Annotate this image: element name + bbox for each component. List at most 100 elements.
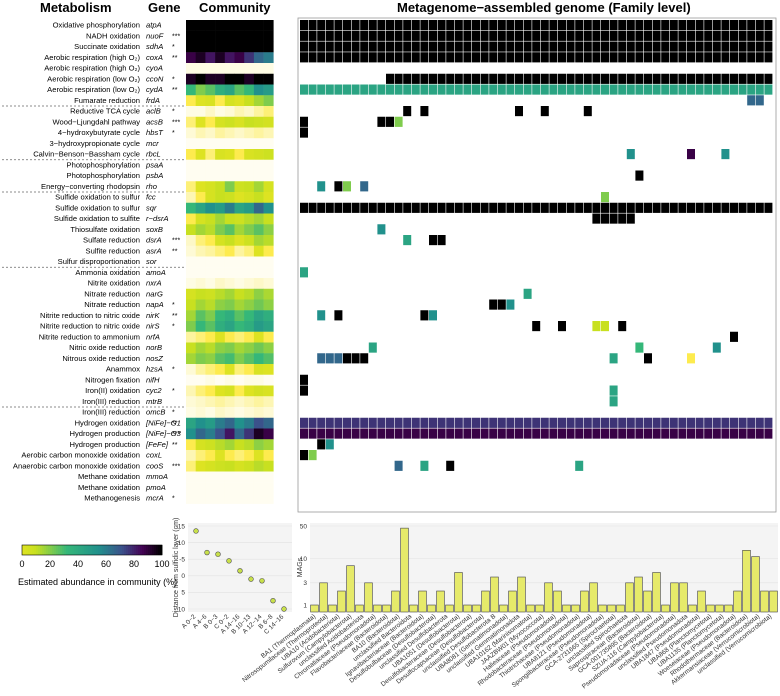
- mag-cell: [523, 20, 532, 31]
- community-cell: [253, 471, 264, 483]
- community-cell: [215, 170, 226, 182]
- community-cell: [195, 138, 206, 150]
- mag-cell: [300, 127, 308, 138]
- mag-cell: [644, 52, 652, 63]
- mag-cell: [454, 30, 463, 41]
- community-cell: [253, 374, 264, 386]
- mag-cell: [343, 84, 351, 95]
- legend-swatch: [86, 545, 89, 555]
- mag-cell: [325, 41, 334, 52]
- community-cell: [234, 170, 245, 182]
- gene-label: sqr: [146, 203, 157, 212]
- community-cell: [186, 52, 196, 64]
- mag-cell: [652, 41, 661, 52]
- community-cell: [186, 159, 196, 171]
- community-cell: [253, 202, 264, 214]
- community-cell: [244, 278, 255, 289]
- community-cell: [253, 342, 264, 354]
- mag-cell: [687, 417, 695, 428]
- community-cell: [234, 245, 245, 257]
- gene-label: psaA: [145, 160, 163, 169]
- mag-cell: [300, 374, 308, 385]
- community-cell: [195, 256, 206, 268]
- community-cell: [215, 20, 226, 31]
- bar-ytick: 1: [303, 602, 307, 609]
- community-cell: [224, 20, 235, 31]
- community-cell: [224, 299, 235, 311]
- mag-cell: [678, 73, 687, 84]
- legend-swatch: [22, 545, 25, 555]
- legend-tick: 60: [101, 559, 111, 569]
- scatter-ytick: 0: [181, 573, 185, 580]
- community-cell: [186, 310, 196, 322]
- community-cell: [234, 202, 245, 214]
- bar: [652, 572, 661, 613]
- bar: [544, 582, 553, 613]
- mag-cell: [343, 353, 351, 364]
- mag-cell: [308, 41, 317, 52]
- mag-cell: [635, 41, 644, 52]
- community-cell: [195, 482, 206, 494]
- mag-cell: [618, 417, 627, 428]
- gene-label: [NiFe]−G1: [145, 418, 181, 427]
- mag-cell: [712, 417, 721, 428]
- mag-cell: [429, 41, 437, 52]
- community-cell: [224, 493, 235, 504]
- mag-cell: [730, 41, 738, 52]
- community-cell: [224, 439, 235, 451]
- community-cell: [263, 385, 274, 397]
- community-cell: [244, 385, 255, 397]
- community-cell: [244, 374, 255, 386]
- mag-cell: [360, 52, 369, 63]
- mag-cell: [626, 428, 635, 439]
- mag-cell: [609, 20, 618, 31]
- mag-cell: [523, 52, 532, 63]
- mag-cell: [687, 20, 695, 31]
- column-headers: Metabolism Gene Community Metagenome−ass…: [40, 0, 691, 15]
- mag-cell: [334, 202, 343, 213]
- bar: [616, 604, 625, 613]
- mag-cell: [747, 73, 756, 84]
- mag-cell: [308, 84, 317, 95]
- legend-swatch: [28, 545, 31, 555]
- mag-cell: [437, 84, 446, 95]
- mag-cell: [695, 41, 704, 52]
- mag-cell: [308, 450, 317, 461]
- community-cell: [234, 385, 245, 397]
- mag-cell: [317, 181, 326, 192]
- mag-cell: [730, 417, 738, 428]
- community-cell: [253, 95, 264, 107]
- scatter-ytick: 10: [178, 606, 186, 613]
- community-cell: [224, 116, 235, 128]
- mag-cell: [377, 224, 386, 235]
- community-cell: [195, 181, 206, 193]
- community-cell: [244, 471, 255, 483]
- community-cell: [195, 116, 206, 128]
- community-cell: [195, 353, 206, 365]
- mag-cell: [463, 84, 472, 95]
- mag-cell: [343, 20, 351, 31]
- legend-swatch: [58, 545, 61, 555]
- community-cell: [215, 331, 226, 343]
- community-cell: [205, 450, 216, 461]
- mag-cell: [540, 52, 549, 63]
- mag-cell: [583, 73, 592, 84]
- mag-cell: [558, 417, 566, 428]
- community-cell: [253, 493, 264, 504]
- mag-cell: [575, 202, 584, 213]
- mag-cell: [704, 30, 713, 41]
- mag-cell: [343, 181, 351, 192]
- community-cell: [244, 450, 255, 461]
- mag-cell: [755, 41, 764, 52]
- bar: [625, 582, 634, 613]
- row-label: Nitrous oxide reduction: [62, 354, 140, 363]
- mag-cell: [317, 84, 326, 95]
- gene-label: nuoF: [146, 31, 164, 40]
- community-cell: [205, 149, 216, 160]
- community-cell: [263, 159, 274, 171]
- community-cell: [186, 224, 196, 236]
- community-cell: [215, 321, 226, 332]
- scatter-point: [193, 528, 199, 534]
- community-cell: [205, 278, 216, 289]
